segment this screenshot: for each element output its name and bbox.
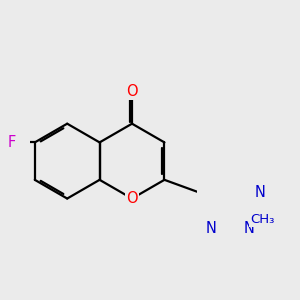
Text: O: O bbox=[126, 191, 138, 206]
Text: O: O bbox=[126, 84, 138, 99]
Text: CH₃: CH₃ bbox=[250, 213, 274, 226]
Text: F: F bbox=[8, 135, 16, 150]
Text: N: N bbox=[255, 185, 266, 200]
Text: N: N bbox=[243, 221, 254, 236]
Text: N: N bbox=[206, 221, 217, 236]
